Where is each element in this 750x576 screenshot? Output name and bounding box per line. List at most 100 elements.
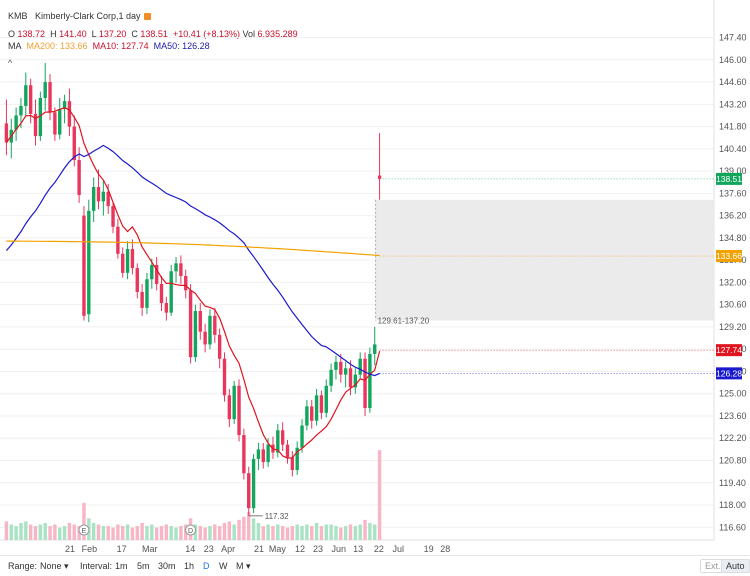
interval-d[interactable]: D [203, 561, 210, 571]
x-tick-label: 12 [295, 544, 305, 554]
x-tick-label: Apr [221, 544, 235, 554]
x-tick-label: Jun [331, 544, 346, 554]
volume-bar [91, 522, 96, 540]
volume-bar [280, 526, 285, 540]
x-tick-label: May [269, 544, 287, 554]
price-tag-label: 133.66 [716, 251, 742, 261]
bottom-toolbar: Range: None ▾ Interval: 1m 5m 30m 1h D W… [0, 555, 750, 576]
candle-body [53, 112, 57, 135]
event-marker [78, 524, 90, 536]
x-tick-label: 23 [204, 544, 214, 554]
volume-bar [135, 526, 139, 540]
volume-bar [232, 524, 236, 540]
candle-body [67, 101, 72, 127]
x-tick-label: 13 [353, 544, 363, 554]
volume-bar [319, 526, 324, 540]
volume-bar [116, 524, 120, 540]
candle-body [24, 85, 28, 106]
x-tick-label: Jul [392, 544, 404, 554]
x-tick-label: Mar [142, 544, 158, 554]
candle-body [19, 105, 23, 116]
candle-body [43, 82, 47, 98]
volume-bar [222, 522, 227, 540]
volume-bar [324, 524, 328, 540]
candle-body [329, 369, 333, 386]
y-tick-label: 125.00 [719, 389, 747, 399]
volume-bar [33, 526, 38, 540]
interval-w[interactable]: W [219, 561, 228, 571]
volume-bar [276, 524, 280, 540]
x-tick-label: 19 [424, 544, 434, 554]
interval-30m[interactable]: 30m [158, 561, 176, 571]
volume-bar [169, 526, 173, 540]
volume-bar [140, 522, 144, 540]
candle [14, 107, 18, 141]
x-tick-label: 21 [254, 544, 264, 554]
low-value: 137.20 [98, 29, 127, 39]
change-value: +10.41 (+8.13%) [172, 29, 240, 39]
volume-bar [164, 524, 169, 540]
volume-bar [179, 526, 183, 540]
candle-body [179, 263, 183, 277]
volume-bar [217, 526, 222, 540]
candle-body [154, 264, 159, 284]
candle-body [368, 353, 372, 409]
candle-body [305, 406, 309, 426]
volume-bar [329, 524, 333, 540]
candle-body [62, 101, 67, 110]
candle-body [159, 284, 164, 304]
candle [43, 62, 47, 111]
volume-bar [125, 524, 130, 540]
volume-bar [247, 512, 251, 540]
candle [193, 304, 198, 362]
candle-body [227, 395, 232, 420]
candle-body [256, 449, 261, 459]
volume-bar [242, 516, 246, 540]
ma10-legend: MA10: 127.74 [92, 41, 149, 51]
interval-label: Interval: [80, 561, 113, 571]
candle-body [343, 368, 348, 375]
gap-range-label: 129.61-137.20 [378, 316, 430, 325]
candle-body [339, 361, 343, 375]
price-tag-label: 126.28 [716, 368, 742, 378]
candle-body [373, 344, 377, 354]
candle-body [358, 358, 362, 375]
candle [125, 241, 130, 280]
interval-5m[interactable]: 5m [137, 561, 150, 571]
range-select[interactable]: None ▾ [40, 561, 69, 571]
x-tick-label: Feb [82, 544, 98, 554]
candle-body [38, 97, 43, 137]
volume-bar [106, 526, 110, 540]
volume-bar [28, 524, 33, 540]
interval-m-select[interactable]: M ▾ [236, 561, 251, 571]
interval-1h[interactable]: 1h [184, 561, 195, 571]
auto-scale-toggle[interactable]: Auto [721, 559, 750, 573]
candle-body [77, 159, 81, 195]
candle [232, 380, 236, 424]
volume-bar [339, 527, 343, 540]
candle-body [237, 385, 241, 436]
interval-1m[interactable]: 1m [115, 561, 128, 571]
collapse-caret-icon: ^ [8, 58, 13, 68]
volume-bar [121, 526, 125, 540]
candle [319, 390, 324, 420]
candle [77, 147, 81, 203]
volume-value: 6,935,289 [257, 29, 298, 39]
x-tick-label: 14 [185, 544, 195, 554]
candle-body [193, 311, 198, 358]
candle [53, 107, 57, 141]
volume-bar [368, 522, 372, 540]
candle [33, 99, 38, 146]
price-tag-label: 138.51 [716, 174, 742, 184]
candle [285, 439, 290, 464]
candle-body [324, 385, 328, 413]
candle-body [247, 473, 251, 509]
price-chart[interactable]: 147.40 146.00 144.60 143.20 141.80 140.40 139.… [0, 0, 750, 555]
ticker-symbol: KMB [8, 11, 28, 21]
y-tick-label: 120.80 [719, 455, 747, 465]
volume-bar [96, 524, 101, 540]
candle [203, 323, 207, 353]
candle [87, 199, 91, 323]
high-value: 141.40 [59, 29, 87, 39]
event-marker-label: D [188, 528, 193, 535]
